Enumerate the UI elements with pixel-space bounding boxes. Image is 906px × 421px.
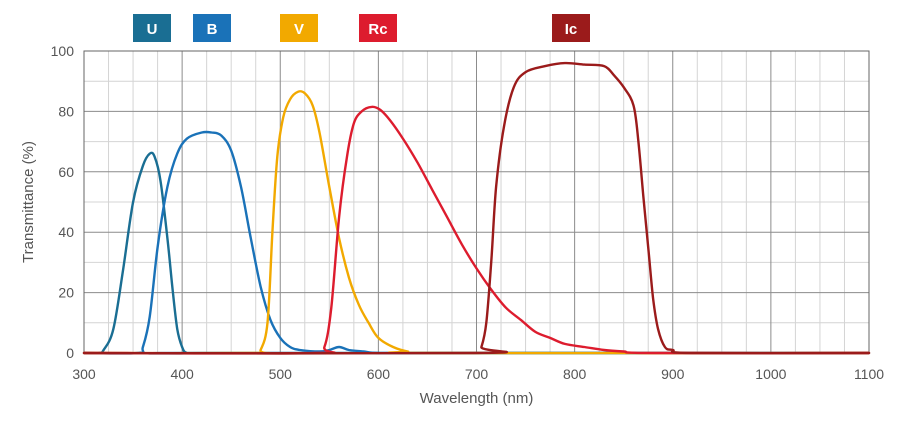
- x-tick-label: 900: [661, 366, 685, 382]
- legend-item-b: B: [193, 14, 231, 42]
- x-tick-labels: 300 400 500 600 700 800 900 1000 1100: [72, 366, 884, 382]
- y-tick-label: 100: [51, 43, 75, 59]
- series-lines: [82, 61, 871, 355]
- legend-swatch: [552, 14, 590, 42]
- series-line-v: [82, 90, 871, 355]
- legend: U B V Rc Ic: [133, 14, 590, 42]
- legend-item-u: U: [133, 14, 171, 42]
- x-tick-label: 400: [170, 366, 194, 382]
- x-tick-label: 1100: [854, 366, 884, 382]
- x-tick-label: 700: [465, 366, 489, 382]
- legend-item-rc: Rc: [359, 14, 397, 42]
- legend-swatch: [280, 14, 318, 42]
- y-tick-label: 80: [58, 103, 74, 119]
- y-tick-labels: 0 20 40 60 80 100: [51, 43, 75, 361]
- series-line-b: [82, 130, 871, 355]
- legend-item-v: V: [280, 14, 318, 42]
- y-tick-label: 20: [58, 285, 74, 301]
- y-axis-title: Transmittance (%): [20, 141, 37, 263]
- x-tick-label: 800: [563, 366, 587, 382]
- x-tick-label: 300: [72, 366, 96, 382]
- x-tick-label: 600: [367, 366, 391, 382]
- y-tick-label: 40: [58, 224, 74, 240]
- y-tick-label: 60: [58, 164, 74, 180]
- legend-swatch: [359, 14, 397, 42]
- major-gridlines: [84, 51, 869, 353]
- x-tick-label: 1000: [755, 366, 786, 382]
- legend-swatch: [193, 14, 231, 42]
- legend-label: U: [147, 21, 158, 38]
- legend-swatch: [133, 14, 171, 42]
- legend-label: Ic: [565, 21, 578, 38]
- legend-label: B: [207, 21, 218, 38]
- x-tick-label: 500: [269, 366, 293, 382]
- y-tick-label: 0: [66, 345, 74, 361]
- legend-label: V: [294, 21, 304, 38]
- series-line-ic: [82, 61, 871, 355]
- series-line-rc: [82, 105, 871, 355]
- legend-item-ic: Ic: [552, 14, 590, 42]
- legend-label: Rc: [368, 21, 387, 38]
- x-axis-title: Wavelength (nm): [420, 390, 534, 407]
